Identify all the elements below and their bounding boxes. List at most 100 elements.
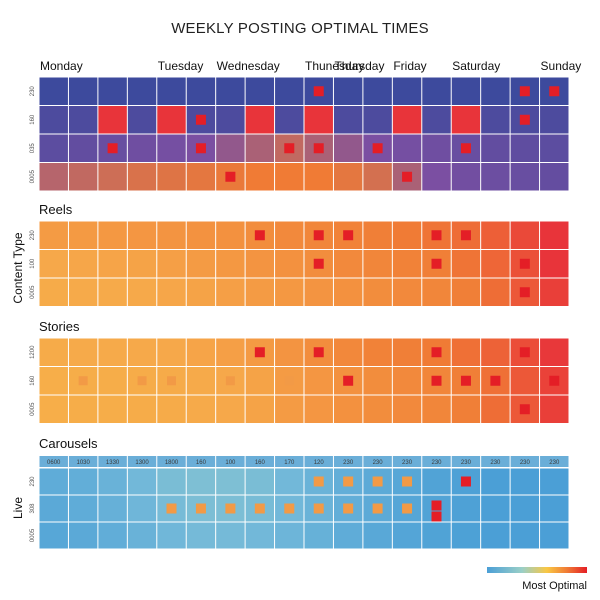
heatmap-cell bbox=[275, 250, 304, 278]
row-label: 308 bbox=[30, 503, 36, 514]
heatmap-cell bbox=[39, 221, 68, 249]
optimal-marker bbox=[431, 258, 442, 269]
heatmap-cell bbox=[275, 468, 304, 495]
heatmap-cell bbox=[98, 338, 127, 366]
header-cell bbox=[481, 456, 510, 467]
heatmap-cell bbox=[127, 395, 157, 423]
day-label: Sunday bbox=[541, 59, 582, 73]
heatmap-cell bbox=[363, 106, 392, 134]
day-label: Thursday bbox=[334, 59, 384, 73]
heatmap-cell bbox=[157, 395, 186, 423]
header-cell bbox=[157, 456, 186, 467]
secondary-marker bbox=[313, 476, 324, 487]
heatmap-cell bbox=[392, 338, 422, 366]
header-cell bbox=[245, 456, 275, 467]
panel-overview: 230 160 035 0005 bbox=[30, 77, 569, 191]
header-cell bbox=[304, 456, 333, 467]
heatmap-cell bbox=[451, 495, 481, 522]
header-cell bbox=[451, 456, 481, 467]
optimal-marker bbox=[519, 114, 530, 125]
heatmap-cell bbox=[333, 106, 363, 134]
heatmap-cell bbox=[304, 278, 333, 306]
heatmap-cell bbox=[186, 338, 216, 366]
heatmap-cell bbox=[422, 163, 451, 191]
heatmap-cell bbox=[540, 522, 569, 549]
heatmap-cell bbox=[186, 163, 216, 191]
heatmap-cell bbox=[481, 395, 510, 423]
heatmap-cell bbox=[363, 338, 392, 366]
heatmap-cell bbox=[39, 163, 68, 191]
heatmap-cell bbox=[540, 338, 569, 366]
heatmap-cell bbox=[540, 163, 569, 191]
heatmap-cell bbox=[540, 250, 569, 278]
heatmap-cell bbox=[245, 522, 275, 549]
heatmap-cell bbox=[157, 468, 186, 495]
day-label: Saturday bbox=[452, 59, 500, 73]
day-label: Friday bbox=[393, 59, 426, 73]
heatmap-cell bbox=[451, 77, 481, 105]
heatmap-cell bbox=[363, 221, 392, 249]
optimal-marker bbox=[254, 347, 265, 358]
heatmap-cell bbox=[363, 395, 392, 423]
heatmap-cell bbox=[392, 77, 422, 105]
heatmap-cell bbox=[245, 395, 275, 423]
heatmap-cell bbox=[98, 250, 127, 278]
heatmap-cell bbox=[275, 221, 304, 249]
heatmap-cell bbox=[540, 278, 569, 306]
heatmap-cell bbox=[510, 495, 540, 522]
heatmap-cell bbox=[68, 495, 98, 522]
row-label: 0005 bbox=[30, 402, 36, 416]
secondary-marker bbox=[372, 503, 383, 514]
row-label: 0005 bbox=[30, 169, 36, 183]
heatmap-cell bbox=[275, 278, 304, 306]
heatmap-cell bbox=[157, 522, 186, 549]
row-label: 035 bbox=[30, 143, 36, 154]
heatmap-cell bbox=[275, 106, 304, 134]
heatmap-cell bbox=[392, 278, 422, 306]
heatmap-cell bbox=[98, 77, 127, 105]
header-cell bbox=[392, 456, 422, 467]
heatmap-cell bbox=[127, 468, 157, 495]
optimal-marker bbox=[195, 114, 206, 125]
header-cell-label: 160 bbox=[196, 460, 207, 466]
heatmap-cell bbox=[392, 106, 422, 134]
heatmap-cell bbox=[216, 278, 245, 306]
day-label: Wednesday bbox=[217, 59, 280, 73]
header-cell bbox=[540, 456, 569, 467]
secondary-marker bbox=[343, 503, 354, 514]
heatmap-cell bbox=[216, 77, 245, 105]
optimal-marker bbox=[313, 258, 324, 269]
header-cell-label: 1030 bbox=[76, 460, 90, 466]
heatmap-cell bbox=[127, 163, 157, 191]
heatmap-cell bbox=[540, 395, 569, 423]
heatmap-cell bbox=[216, 250, 245, 278]
heatmap-cell bbox=[68, 278, 98, 306]
optimal-marker bbox=[519, 347, 530, 358]
heatmap-cell bbox=[245, 367, 275, 395]
heatmap-cell bbox=[304, 522, 333, 549]
heatmap-cell bbox=[39, 250, 68, 278]
heatmap-cell bbox=[98, 367, 127, 395]
header-cell-label: 1330 bbox=[106, 460, 120, 466]
heatmap-cell bbox=[98, 278, 127, 306]
optimal-marker bbox=[284, 143, 295, 154]
row-label: 230 bbox=[30, 476, 36, 487]
optimal-marker bbox=[313, 86, 324, 97]
optimal-marker bbox=[343, 230, 354, 241]
heatmap-cell bbox=[481, 495, 510, 522]
day-label: Thunesday bbox=[305, 59, 364, 73]
optimal-marker bbox=[431, 230, 442, 241]
optimal-marker bbox=[372, 143, 383, 154]
secondary-marker bbox=[313, 503, 324, 514]
row-label: 0005 bbox=[30, 528, 36, 542]
heatmap-cell bbox=[245, 468, 275, 495]
heatmap-cell bbox=[304, 106, 333, 134]
heatmap-cell bbox=[275, 77, 304, 105]
heatmap-cell bbox=[363, 522, 392, 549]
heatmap-cell bbox=[157, 163, 186, 191]
heatmap-cell bbox=[363, 367, 392, 395]
heatmap-cell bbox=[127, 250, 157, 278]
row-label: 0005 bbox=[30, 285, 36, 299]
heatmap-cell bbox=[363, 77, 392, 105]
heatmap-cell bbox=[275, 522, 304, 549]
